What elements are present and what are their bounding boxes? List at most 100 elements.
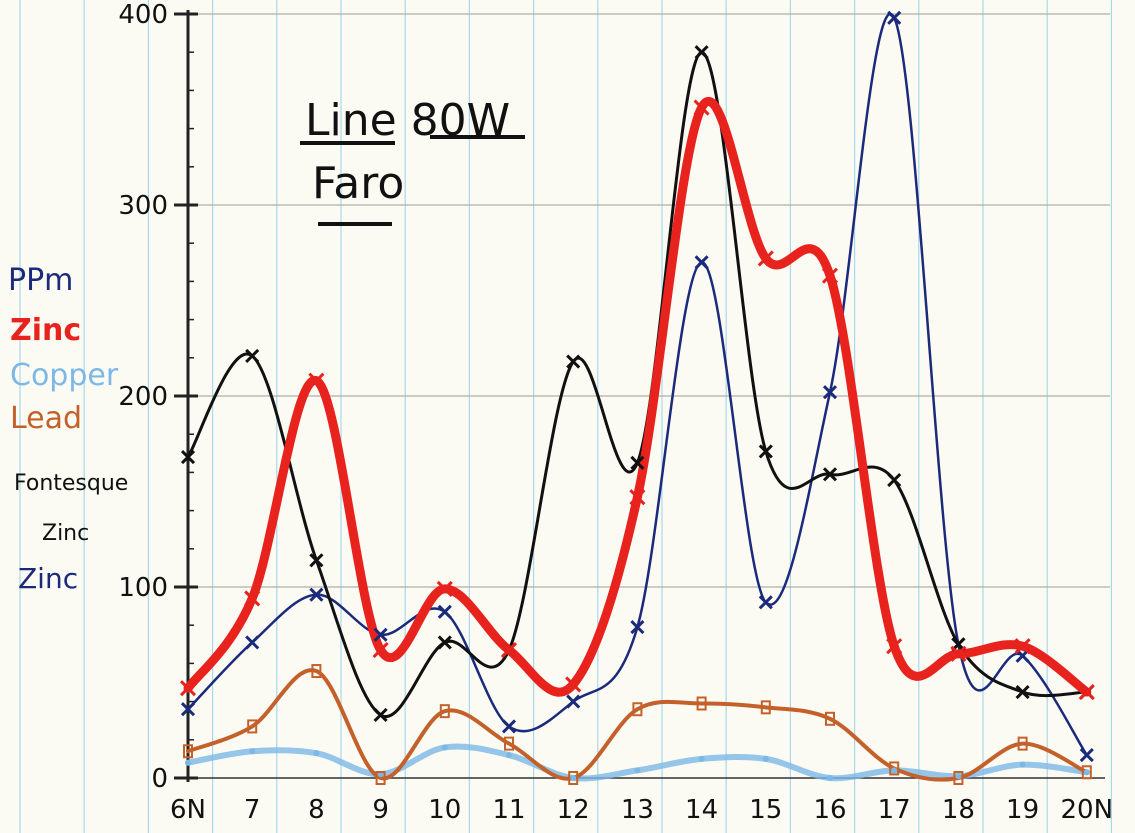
- legend-label: Fontesque: [14, 471, 128, 496]
- data-point: [760, 700, 771, 715]
- data-point: [1078, 683, 1095, 701]
- data-point: [1014, 638, 1031, 655]
- data-point: [1019, 761, 1026, 768]
- legend-label: Zinc: [42, 521, 89, 546]
- data-point: [309, 587, 324, 602]
- legend-label: Zinc: [10, 313, 81, 348]
- x-tick-label: 17: [878, 795, 911, 825]
- data-point: [953, 771, 964, 785]
- legend-label: Lead: [10, 401, 82, 436]
- x-tick-label: 16: [813, 795, 846, 825]
- series-markers: [179, 10, 1095, 785]
- y-ticks: 0 100 200 300 400: [118, 0, 198, 794]
- series-line-4: [186, 13, 1089, 757]
- data-point: [245, 635, 260, 650]
- data-point: [821, 267, 839, 284]
- y-axis-label: PPm: [8, 263, 73, 298]
- data-point: [179, 680, 197, 697]
- data-point: [827, 775, 833, 781]
- data-point: [886, 638, 903, 655]
- data-point: [632, 702, 643, 717]
- data-point: [501, 719, 517, 734]
- data-point: [822, 385, 838, 400]
- x-tick-label: 11: [492, 795, 525, 825]
- legend-label: Zinc: [18, 562, 78, 595]
- data-point: [247, 719, 258, 734]
- data-point: [693, 99, 710, 116]
- y-tick-label: 400: [118, 0, 168, 30]
- data-point: [313, 750, 320, 757]
- data-point: [950, 645, 967, 662]
- data-point: [180, 702, 196, 717]
- data-point: [1017, 736, 1028, 751]
- x-tick-label: 18: [942, 795, 975, 825]
- data-point: [439, 704, 450, 719]
- data-point: [244, 590, 261, 607]
- data-point: [570, 775, 577, 781]
- data-point: [311, 664, 322, 679]
- x-tick-label: 9: [372, 795, 389, 825]
- x-tick-label: 14: [685, 795, 718, 825]
- data-point: [372, 641, 389, 659]
- data-point: [566, 354, 581, 369]
- data-point: [436, 580, 453, 597]
- data-point: [183, 744, 193, 759]
- x-ticks: 6N 7 8 9 10 11 12 13 14 15 16 17 18 19 20N: [170, 795, 1113, 825]
- data-point: [694, 45, 709, 60]
- data-point: [308, 372, 325, 389]
- data-point: [1079, 748, 1094, 763]
- data-point: [889, 761, 900, 776]
- data-point: [891, 767, 898, 774]
- y-tick-label: 0: [151, 764, 168, 794]
- data-point: [566, 694, 581, 709]
- data-point: [634, 767, 641, 774]
- data-point: [955, 773, 962, 780]
- data-point: [309, 553, 324, 568]
- data-point: [565, 676, 582, 693]
- data-point: [437, 604, 452, 619]
- x-tick-label: 15: [749, 795, 782, 825]
- data-point: [696, 696, 707, 711]
- y-tick-label: 100: [118, 573, 168, 603]
- data-point: [568, 771, 579, 785]
- data-point: [825, 711, 835, 726]
- x-tick-label: 7: [244, 795, 261, 825]
- series-line-1: [185, 743, 1090, 782]
- data-point: [373, 627, 388, 642]
- data-point: [629, 489, 646, 506]
- series-line-2: [186, 668, 1089, 782]
- x-tick-label: 19: [1006, 795, 1039, 825]
- data-point: [698, 755, 705, 762]
- legend-label: Copper: [10, 358, 119, 393]
- x-tick-label: 6N: [170, 795, 206, 825]
- data-point: [757, 250, 774, 267]
- data-point: [185, 759, 191, 766]
- x-tick-label: 10: [428, 795, 461, 825]
- data-point: [630, 455, 645, 470]
- data-point: [1015, 684, 1030, 700]
- data-point: [758, 595, 773, 610]
- data-point: [506, 752, 512, 759]
- x-tick-label: 20N: [1061, 795, 1114, 825]
- data-point: [245, 348, 260, 363]
- chart-subtitle: Faro: [312, 158, 404, 209]
- y-tick-label: 200: [118, 382, 168, 412]
- x-tick-label: 13: [621, 795, 654, 825]
- data-point: [1083, 769, 1090, 776]
- y-tick-label: 300: [118, 191, 168, 221]
- data-point: [373, 707, 388, 723]
- legend: Zinc Copper Lead Fontesque Zinc Zinc: [10, 313, 128, 595]
- data-point: [437, 635, 452, 650]
- data-point: [375, 771, 386, 785]
- data-point: [180, 450, 196, 465]
- data-point: [1081, 765, 1092, 780]
- horizontal-grid: [188, 13, 1110, 588]
- data-point: [887, 472, 902, 488]
- x-tick-label: 12: [557, 795, 590, 825]
- data-point: [694, 255, 709, 270]
- data-point: [249, 748, 256, 755]
- x-tick-label: 8: [308, 795, 325, 825]
- data-point: [441, 744, 448, 751]
- data-point: [758, 444, 773, 459]
